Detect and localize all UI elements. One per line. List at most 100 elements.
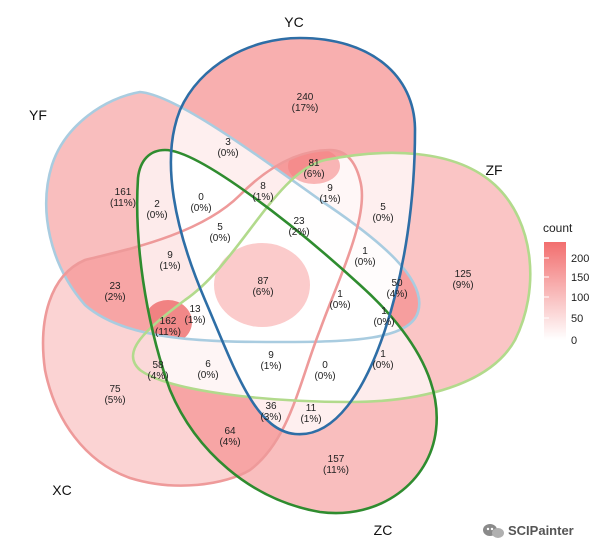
region-percent-label: (1%) xyxy=(252,192,273,203)
set-outline-xc xyxy=(41,148,364,487)
region-percent-label: (11%) xyxy=(155,327,181,338)
venn-region: 13(1%) xyxy=(184,304,205,326)
region-labels: 240(17%)161(11%)125(9%)157(11%)75(5%)3(0… xyxy=(104,92,473,476)
region-percent-label: (0%) xyxy=(354,257,375,268)
venn-region: 5(0%) xyxy=(372,202,393,224)
set-label-yc: YC xyxy=(284,14,303,30)
venn-region: 1(0%) xyxy=(372,349,393,371)
region-percent-label: (1%) xyxy=(319,194,340,205)
legend-tick-label: 200 xyxy=(571,253,589,265)
venn-region: 8(1%) xyxy=(252,181,273,203)
venn-region: 23(2%) xyxy=(104,281,125,303)
region-percent-label: (2%) xyxy=(288,227,309,238)
region-count-label: 36 xyxy=(265,401,277,412)
venn-region: 162(11%) xyxy=(155,316,181,338)
region-percent-label: (17%) xyxy=(292,103,319,114)
region-count-label: 157 xyxy=(328,454,345,465)
region-percent-label: (0%) xyxy=(372,213,393,224)
region-percent-label: (11%) xyxy=(110,198,136,209)
region-percent-label: (6%) xyxy=(252,287,273,298)
venn-region: 75(5%) xyxy=(104,384,125,406)
region-count-label: 3 xyxy=(225,137,231,148)
venn-region: 125(9%) xyxy=(452,269,473,291)
watermark: SCIPainter xyxy=(483,523,574,538)
region-percent-label: (2%) xyxy=(104,292,125,303)
region-percent-label: (0%) xyxy=(372,360,393,371)
region-percent-label: (4%) xyxy=(386,289,407,300)
region-percent-label: (0%) xyxy=(373,317,394,328)
region-count-label: 75 xyxy=(109,384,121,395)
region-count-label: 0 xyxy=(198,192,204,203)
region-count-label: 23 xyxy=(293,216,305,227)
region-count-label: 81 xyxy=(308,158,320,169)
watermark-logo-icon xyxy=(483,524,504,538)
venn-region: 1(0%) xyxy=(373,306,394,328)
color-legend: count 200 150 100 50 0 xyxy=(543,221,589,347)
venn-region: 2(0%) xyxy=(146,199,167,221)
venn-region: 0(0%) xyxy=(314,360,335,382)
region-percent-label: (0%) xyxy=(217,148,238,159)
region-count-label: 9 xyxy=(268,350,274,361)
region-count-label: 64 xyxy=(224,426,236,437)
region-percent-label: (5%) xyxy=(104,395,125,406)
region-count-label: 0 xyxy=(322,360,328,371)
region-percent-label: (0%) xyxy=(197,370,218,381)
set-outline-zc xyxy=(135,148,439,515)
set-outline-yf xyxy=(45,90,421,344)
region-count-label: 162 xyxy=(160,316,177,327)
region-percent-label: (1%) xyxy=(184,315,205,326)
venn-region: 6(0%) xyxy=(197,359,218,381)
legend-ticks: 200 150 100 50 0 xyxy=(544,253,589,347)
venn-region: 0(0%) xyxy=(190,192,211,214)
region-percent-label: (0%) xyxy=(329,300,350,311)
venn-region: 23(2%) xyxy=(288,216,309,238)
set-label-yf: YF xyxy=(29,107,47,123)
venn-region: 157(11%) xyxy=(323,454,349,476)
set-label-zc: ZC xyxy=(374,522,393,538)
venn-region: 87(6%) xyxy=(252,276,273,298)
venn-region: 50(4%) xyxy=(386,278,407,300)
region-count-label: 1 xyxy=(337,289,343,300)
venn-region: 11(1%) xyxy=(300,403,321,425)
set-labels: YC YF ZF ZC XC xyxy=(29,14,503,538)
region-percent-label: (9%) xyxy=(452,280,473,291)
venn-region: 161(11%) xyxy=(110,187,136,209)
region-count-label: 58 xyxy=(152,360,164,371)
region-count-label: 1 xyxy=(381,306,387,317)
region-count-label: 13 xyxy=(189,304,201,315)
region-percent-label: (4%) xyxy=(147,371,168,382)
set-outlines xyxy=(41,36,532,515)
region-count-label: 9 xyxy=(167,250,173,261)
region-count-label: 1 xyxy=(362,246,368,257)
region-percent-label: (0%) xyxy=(209,233,230,244)
venn-region: 81(6%) xyxy=(303,158,324,180)
set-label-zf: ZF xyxy=(485,162,502,178)
watermark-text: SCIPainter xyxy=(508,523,574,538)
venn-region: 9(1%) xyxy=(260,350,281,372)
venn-region: 9(1%) xyxy=(159,250,180,272)
region-count-label: 125 xyxy=(455,269,472,280)
region-percent-label: (1%) xyxy=(159,261,180,272)
region-count-label: 23 xyxy=(109,281,121,292)
legend-tick-label: 0 xyxy=(571,335,577,347)
legend-tick-label: 50 xyxy=(571,313,583,325)
region-percent-label: (6%) xyxy=(303,169,324,180)
venn-region: 9(1%) xyxy=(319,183,340,205)
region-percent-label: (0%) xyxy=(146,210,167,221)
overlap-tints xyxy=(144,150,340,342)
legend-tick-label: 150 xyxy=(571,272,589,284)
region-percent-label: (0%) xyxy=(190,203,211,214)
venn-region: 1(0%) xyxy=(354,246,375,268)
region-count-label: 8 xyxy=(260,181,266,192)
region-percent-label: (4%) xyxy=(219,437,240,448)
region-count-label: 5 xyxy=(380,202,386,213)
region-count-label: 6 xyxy=(205,359,211,370)
venn-region: 58(4%) xyxy=(147,360,168,382)
region-count-label: 1 xyxy=(380,349,386,360)
region-count-label: 240 xyxy=(297,92,314,103)
region-percent-label: (0%) xyxy=(314,371,335,382)
region-count-label: 9 xyxy=(327,183,333,194)
region-count-label: 11 xyxy=(306,403,317,414)
